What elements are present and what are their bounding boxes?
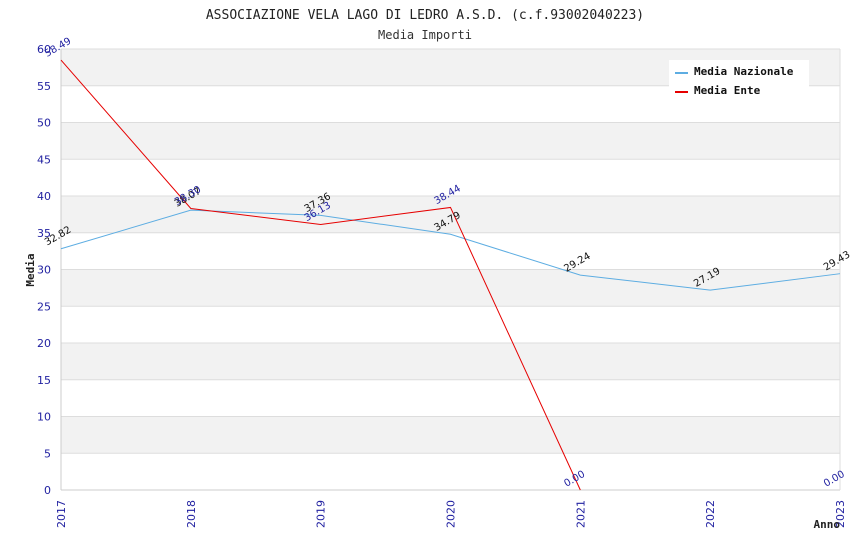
x-tick-label: 2021	[574, 500, 587, 528]
series-line	[60, 209, 841, 291]
y-tick-label: 10	[37, 411, 51, 424]
x-tick-label: 2023	[834, 500, 847, 528]
y-tick-label: 30	[37, 264, 51, 277]
legend-label: Media Ente	[694, 84, 761, 97]
x-tick-label: 2019	[315, 500, 328, 528]
x-tick-label: 2017	[55, 500, 68, 528]
chart-title: ASSOCIAZIONE VELA LAGO DI LEDRO A.S.D. (…	[206, 8, 644, 23]
grid-band	[61, 343, 840, 380]
y-tick-label: 55	[37, 80, 51, 93]
x-tick-labels: 2017 2018 2019 2020 2021 2022 2023	[55, 500, 847, 528]
y-tick-label: 25	[37, 300, 51, 313]
y-tick-label: 35	[37, 227, 51, 240]
grid-band	[61, 379, 840, 417]
y-tick-label: 5	[44, 447, 51, 460]
x-tick-label: 2020	[445, 500, 458, 528]
legend-box	[669, 60, 809, 100]
grid-band	[61, 122, 840, 160]
grid-band	[61, 306, 840, 343]
legend-label: Media Nazionale	[694, 65, 794, 78]
grid-band	[61, 159, 840, 196]
y-tick-label: 0	[44, 484, 51, 497]
y-tick-label: 20	[37, 337, 51, 350]
legend: Media Nazionale Media Ente	[669, 60, 809, 100]
series-line	[60, 59, 581, 491]
grid-band	[61, 232, 840, 270]
grid-band	[61, 196, 840, 233]
y-tick-labels: 0 5 10 15 20 25 30 35 40 45 50 55 60	[37, 43, 51, 497]
y-axis-label: Media	[24, 253, 37, 286]
y-tick-label: 45	[37, 153, 51, 166]
chart-subtitle: Media Importi	[378, 28, 472, 42]
y-tick-label: 60	[37, 43, 51, 56]
x-tick-label: 2018	[185, 500, 198, 528]
x-axis-label: Anno	[814, 518, 841, 531]
x-tick-label: 2022	[704, 500, 717, 528]
grid-band	[61, 453, 840, 490]
y-tick-label: 15	[37, 374, 51, 387]
grid-band	[61, 269, 840, 307]
y-tick-label: 50	[37, 117, 51, 130]
axes	[60, 49, 841, 491]
y-tick-label: 40	[37, 190, 51, 203]
grid-band	[61, 416, 840, 454]
series-lines	[60, 59, 841, 491]
plot-bands	[61, 49, 840, 490]
